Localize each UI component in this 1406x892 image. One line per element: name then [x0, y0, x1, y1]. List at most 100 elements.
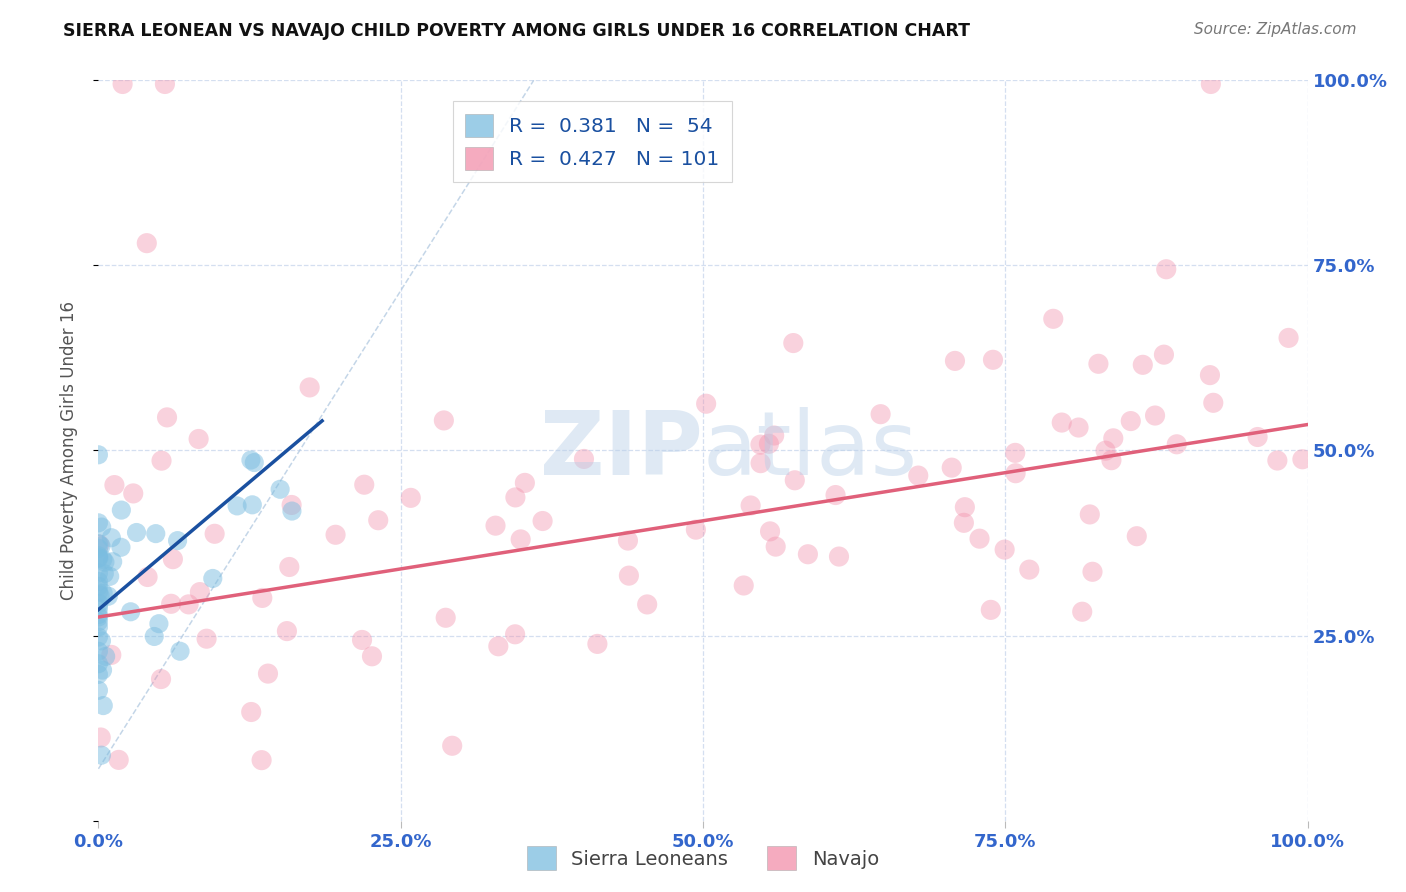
Point	[187, 432, 209, 446]
Point	[87, 615, 110, 629]
Point	[353, 477, 375, 491]
Point	[486, 640, 509, 654]
Point	[1126, 529, 1149, 543]
Point	[281, 504, 304, 518]
Point	[87, 448, 110, 462]
Point	[87, 644, 110, 658]
Point	[204, 526, 226, 541]
Point	[434, 611, 457, 625]
Point	[1202, 396, 1225, 410]
Point	[782, 336, 804, 351]
Point	[733, 578, 755, 592]
Point	[143, 630, 166, 644]
Point	[617, 533, 640, 548]
Point	[484, 518, 506, 533]
Point	[87, 630, 110, 644]
Point	[87, 566, 110, 581]
Point	[135, 236, 157, 251]
Point	[783, 473, 806, 487]
Point	[252, 591, 274, 605]
Point	[1246, 430, 1268, 444]
Point	[1291, 452, 1313, 467]
Text: SIERRA LEONEAN VS NAVAJO CHILD POVERTY AMONG GIRLS UNDER 16 CORRELATION CHART: SIERRA LEONEAN VS NAVAJO CHILD POVERTY A…	[63, 22, 970, 40]
Point	[90, 520, 112, 534]
Point	[101, 555, 124, 569]
Point	[269, 483, 291, 497]
Legend: R =  0.381   N =  54, R =  0.427   N = 101: R = 0.381 N = 54, R = 0.427 N = 101	[453, 102, 731, 182]
Point	[828, 549, 851, 564]
Point	[90, 539, 112, 553]
Point	[100, 531, 122, 545]
Point	[1067, 420, 1090, 434]
Point	[695, 397, 717, 411]
Point	[240, 705, 263, 719]
Point	[91, 698, 114, 713]
Point	[824, 488, 846, 502]
Point	[1042, 311, 1064, 326]
Point	[94, 555, 117, 569]
Point	[145, 526, 167, 541]
Point	[87, 541, 110, 556]
Point	[87, 667, 110, 681]
Point	[1132, 358, 1154, 372]
Point	[969, 532, 991, 546]
Point	[90, 633, 112, 648]
Point	[122, 486, 145, 500]
Point	[503, 627, 526, 641]
Text: ZIP: ZIP	[540, 407, 703, 494]
Point	[572, 452, 595, 467]
Point	[367, 513, 389, 527]
Point	[100, 648, 122, 662]
Point	[685, 523, 707, 537]
Point	[953, 516, 976, 530]
Point	[1267, 453, 1289, 467]
Point	[111, 77, 134, 91]
Point	[994, 542, 1017, 557]
Point	[636, 598, 658, 612]
Point	[87, 550, 110, 565]
Point	[513, 475, 536, 490]
Point	[280, 498, 302, 512]
Point	[110, 503, 132, 517]
Point	[188, 585, 211, 599]
Point	[148, 616, 170, 631]
Point	[276, 624, 298, 639]
Point	[195, 632, 218, 646]
Point	[1154, 262, 1177, 277]
Point	[278, 560, 301, 574]
Point	[91, 552, 114, 566]
Point	[509, 533, 531, 547]
Point	[103, 478, 125, 492]
Point	[87, 516, 110, 530]
Point	[125, 525, 148, 540]
Point	[136, 570, 159, 584]
Point	[399, 491, 422, 505]
Point	[93, 566, 115, 581]
Point	[87, 537, 110, 551]
Point	[765, 540, 787, 554]
Point	[1094, 443, 1116, 458]
Point	[749, 456, 772, 470]
Point	[907, 468, 929, 483]
Y-axis label: Child Poverty Among Girls Under 16: Child Poverty Among Girls Under 16	[59, 301, 77, 600]
Point	[759, 524, 782, 539]
Point	[1081, 565, 1104, 579]
Text: atlas: atlas	[703, 407, 918, 494]
Point	[758, 437, 780, 451]
Point	[1199, 368, 1222, 383]
Legend: Sierra Leoneans, Navajo: Sierra Leoneans, Navajo	[519, 838, 887, 878]
Point	[1277, 331, 1299, 345]
Point	[1050, 416, 1073, 430]
Point	[160, 597, 183, 611]
Point	[107, 753, 129, 767]
Point	[87, 574, 110, 589]
Point	[586, 637, 609, 651]
Point	[87, 549, 110, 563]
Point	[350, 632, 373, 647]
Point	[361, 649, 384, 664]
Point	[201, 571, 224, 585]
Point	[87, 585, 110, 599]
Point	[150, 672, 173, 686]
Point	[1018, 563, 1040, 577]
Point	[250, 753, 273, 767]
